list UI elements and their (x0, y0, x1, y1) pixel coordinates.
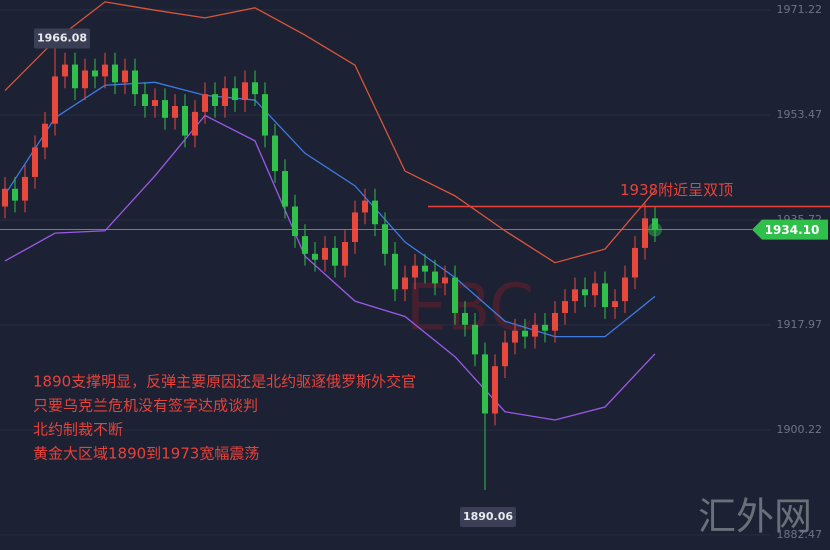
candle-body (132, 70, 138, 95)
candle-body (532, 324, 538, 337)
candle-body (12, 188, 18, 201)
resistance-label: 1938附近呈双顶 (620, 181, 733, 199)
candle-body (232, 88, 238, 101)
candle-body (442, 277, 448, 284)
candle-body (392, 253, 398, 290)
candle-body (612, 301, 618, 308)
high-label: 1966.08 (37, 31, 87, 44)
candle-body (162, 100, 168, 118)
candle-body (82, 70, 88, 89)
candle-body (582, 289, 588, 296)
candle-body (142, 94, 148, 106)
candle-body (522, 330, 528, 337)
candle-body (42, 123, 48, 148)
candle-body (622, 277, 628, 302)
candle-body (2, 188, 8, 207)
low-label: 1890.06 (463, 510, 513, 523)
candle-body (312, 253, 318, 260)
candle-body (152, 100, 158, 106)
y-tick-label: 1953.47 (777, 108, 823, 121)
candle-body (402, 277, 408, 290)
candle-body (202, 94, 208, 112)
candle-body (342, 242, 348, 266)
high-label-box (34, 28, 90, 49)
low-label-box (460, 507, 516, 528)
candle-body (62, 64, 68, 77)
y-tick-label: 1917.97 (777, 318, 823, 331)
candle-body (432, 271, 438, 284)
candle-body (92, 70, 98, 77)
candle-body (412, 265, 418, 278)
candle-body (72, 64, 78, 89)
candle-body (382, 224, 388, 254)
candle-body (572, 289, 578, 302)
candle-body (352, 212, 358, 242)
candle-body (242, 82, 248, 101)
candle-body (262, 94, 268, 136)
candle-body (122, 70, 128, 83)
candle-body (632, 247, 638, 278)
last-price-label: 1934.10 (765, 223, 820, 237)
candle-body (22, 176, 28, 201)
candle-body (282, 171, 288, 207)
candle-body (292, 206, 298, 237)
last-price-tag (752, 219, 828, 240)
candle-body (362, 200, 368, 213)
site-watermark: 汇外网 (698, 495, 812, 539)
candle-body (302, 236, 308, 254)
candle-body (192, 111, 198, 136)
candle-body (482, 354, 488, 414)
candle-body (102, 64, 108, 77)
candle-body (112, 64, 118, 83)
indicator-line (4, 81, 656, 338)
candle-body (332, 247, 338, 266)
candle-body (172, 105, 178, 118)
candle-body (492, 366, 498, 414)
candle-body (422, 265, 428, 272)
candle-body (182, 105, 188, 136)
candle-body (372, 200, 378, 225)
candle-body (642, 218, 648, 248)
candle-body (552, 312, 558, 331)
candle-body (562, 301, 568, 313)
candle-body (512, 330, 518, 343)
y-tick-label: 1971.22 (777, 3, 823, 16)
note-line: 黄金大区域1890到1973宽幅震荡 (33, 445, 259, 463)
candle-body (52, 76, 58, 124)
candle-body (652, 218, 658, 230)
note-line: 北约制裁不断 (33, 421, 123, 439)
candle-body (272, 135, 278, 172)
last-price-glow (648, 222, 662, 237)
candle-body (462, 312, 468, 325)
y-tick-label: 1882.47 (777, 528, 823, 541)
candle-body (502, 342, 508, 367)
indicator-line (4, 114, 656, 421)
candle-body (212, 94, 218, 106)
candle-body (542, 324, 548, 331)
y-tick-label: 1900.22 (777, 423, 823, 436)
candle-body (322, 247, 328, 260)
candle-body (602, 283, 608, 308)
candle-body (252, 82, 258, 95)
note-line: 只要乌克兰危机没有签字达成谈判 (33, 397, 258, 415)
indicator-line (4, 1, 656, 264)
candle-body (472, 324, 478, 355)
candle-body (592, 283, 598, 296)
candle-body (222, 88, 228, 106)
candle-body (32, 147, 38, 177)
note-line: 1890支撑明显，反弹主要原因还是北约驱逐俄罗斯外交官 (33, 373, 416, 391)
candle-body (452, 277, 458, 313)
